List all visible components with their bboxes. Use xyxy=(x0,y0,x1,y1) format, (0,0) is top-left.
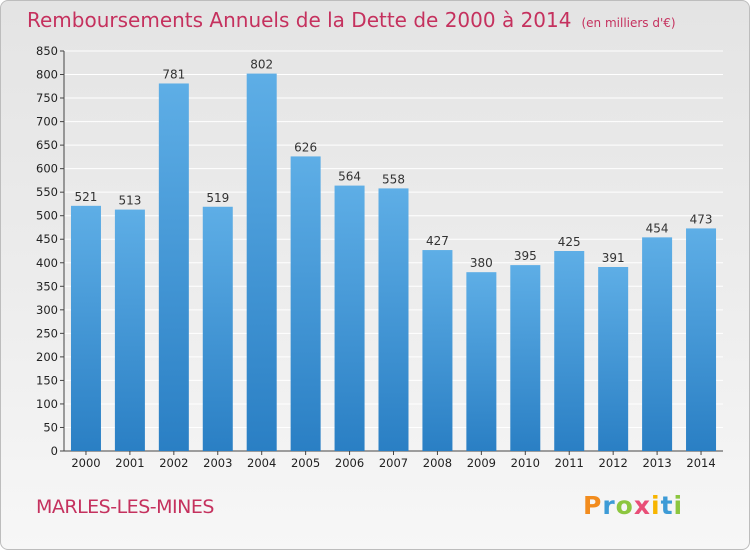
bar-2007 xyxy=(378,188,409,452)
bar-2011 xyxy=(554,251,585,451)
y-tick-label: 700 xyxy=(36,115,58,129)
x-tick-label: 2010 xyxy=(511,456,540,470)
y-tick-label: 850 xyxy=(36,44,58,58)
x-tick-label: 2004 xyxy=(247,456,276,470)
x-tick-label: 2014 xyxy=(686,456,715,470)
bar-value-label: 391 xyxy=(602,251,625,265)
y-tick-label: 300 xyxy=(36,303,58,317)
x-tick-label: 2007 xyxy=(379,456,408,470)
bar-value-label: 425 xyxy=(558,235,581,249)
y-tick-label: 500 xyxy=(36,209,58,223)
y-tick-label: 0 xyxy=(51,444,58,458)
chart-unit: (en milliers d'€) xyxy=(581,16,676,30)
bar-value-label: 473 xyxy=(690,212,713,226)
bar-value-label: 802 xyxy=(250,58,273,72)
y-tick-label: 750 xyxy=(36,91,58,105)
x-tick-label: 2013 xyxy=(642,456,671,470)
bar-value-label: 519 xyxy=(206,191,229,205)
bar-2003 xyxy=(202,206,233,451)
chart-title-text: Remboursements Annuels de la Dette de 20… xyxy=(27,8,572,32)
bar-2009 xyxy=(466,272,497,451)
proxiti-logo: Proxiti xyxy=(583,491,683,520)
y-tick-label: 100 xyxy=(36,397,58,411)
bar-value-label: 558 xyxy=(382,172,405,186)
x-tick-label: 2011 xyxy=(555,456,584,470)
y-tick-label: 50 xyxy=(43,420,58,434)
y-tick-label: 450 xyxy=(36,232,58,246)
logo-letter: i xyxy=(673,491,684,520)
logo-letter: t xyxy=(660,491,674,520)
x-tick-label: 2009 xyxy=(467,456,496,470)
x-tick-label: 2005 xyxy=(291,456,320,470)
x-tick-label: 2002 xyxy=(159,456,188,470)
bar-value-label: 395 xyxy=(514,249,537,263)
chart-title: Remboursements Annuels de la Dette de 20… xyxy=(27,8,676,32)
y-tick-label: 650 xyxy=(36,138,58,152)
bar-2012 xyxy=(598,267,629,451)
x-tick-label: 2000 xyxy=(71,456,100,470)
y-tick-label: 200 xyxy=(36,350,58,364)
bar-value-label: 781 xyxy=(162,67,185,81)
logo-letter: x xyxy=(633,491,651,520)
logo-letter: r xyxy=(602,491,616,520)
y-tick-label: 250 xyxy=(36,326,58,340)
bar-2010 xyxy=(510,265,541,451)
logo-letter: P xyxy=(583,491,603,520)
x-tick-label: 2003 xyxy=(203,456,232,470)
y-tick-label: 350 xyxy=(36,279,58,293)
bar-value-label: 521 xyxy=(75,190,98,204)
location-name: MARLES-LES-MINES xyxy=(36,496,214,518)
bar-2013 xyxy=(642,237,673,451)
bar-value-label: 454 xyxy=(646,221,669,235)
y-tick-label: 600 xyxy=(36,162,58,176)
bar-value-label: 626 xyxy=(294,140,317,154)
bar-value-label: 513 xyxy=(118,194,141,208)
x-tick-label: 2012 xyxy=(599,456,628,470)
bar-value-label: 380 xyxy=(470,256,493,270)
bar-2004 xyxy=(246,73,277,452)
x-tick-label: 2008 xyxy=(423,456,452,470)
bars xyxy=(70,73,717,452)
y-tick-label: 400 xyxy=(36,256,58,270)
bar-2008 xyxy=(422,250,453,451)
bar-2006 xyxy=(334,185,365,451)
y-tick-label: 550 xyxy=(36,185,58,199)
labels: 0 50 100 150 200 250 300 350 400 450 500 550 600 650 7… xyxy=(36,44,716,470)
bar-2005 xyxy=(290,156,321,452)
logo-letter: o xyxy=(615,491,634,520)
bar-2001 xyxy=(114,209,145,451)
bar-value-label: 427 xyxy=(426,234,449,248)
logo-letter: i xyxy=(651,491,661,520)
y-tick-label: 800 xyxy=(36,68,58,82)
x-tick-label: 2006 xyxy=(335,456,364,470)
bar-2014 xyxy=(686,228,717,451)
y-tick-label: 150 xyxy=(36,373,58,387)
bar-value-label: 564 xyxy=(338,170,361,184)
x-tick-label: 2001 xyxy=(115,456,144,470)
bar-2000 xyxy=(70,205,101,451)
bar-2002 xyxy=(158,83,189,452)
